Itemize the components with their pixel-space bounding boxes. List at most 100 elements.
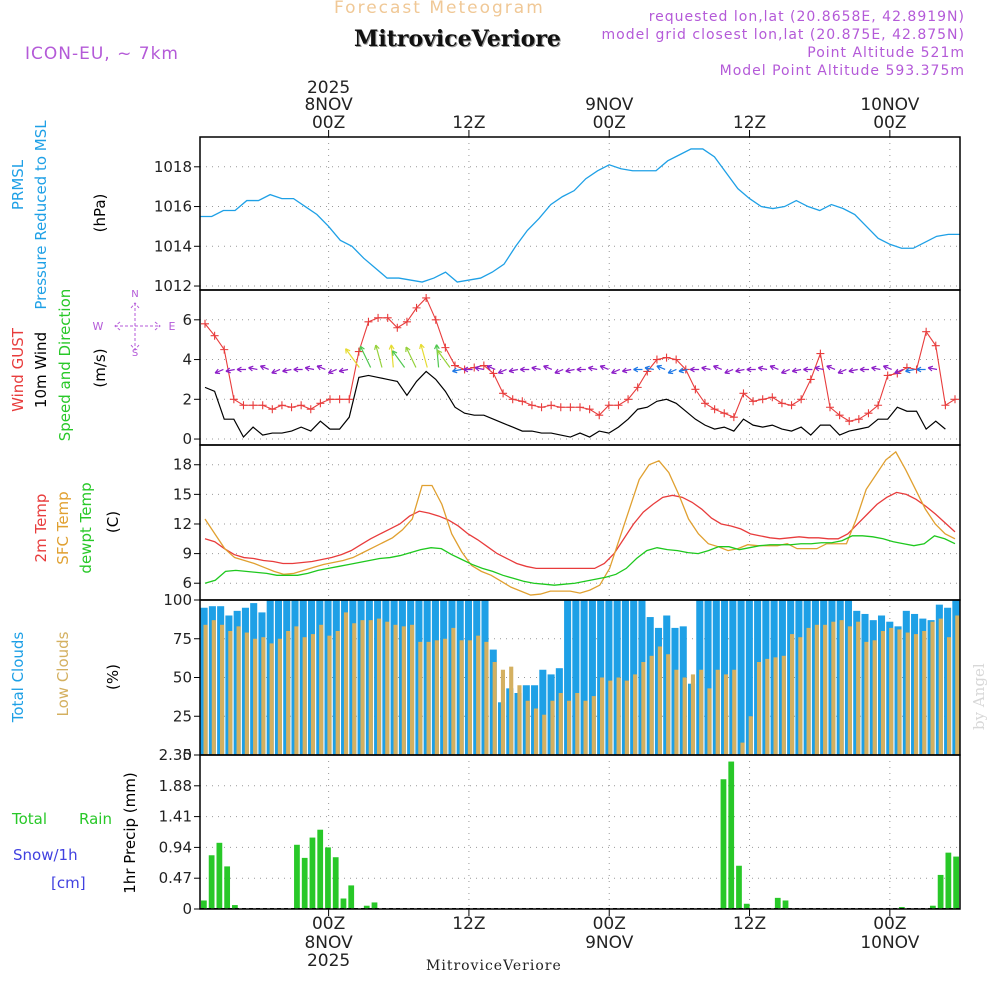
wind-direction-arrow (543, 364, 553, 371)
gust-marker (547, 401, 556, 410)
low-cloud-bar (203, 624, 208, 755)
wind-direction-arrow (780, 368, 790, 375)
precip-unit: 1hr Precip (mm) (121, 772, 139, 893)
gust-marker (739, 389, 748, 398)
gust-marker (672, 355, 681, 364)
wind-direction-arrow (327, 368, 337, 375)
gust-marker (941, 401, 950, 410)
wind-direction-arrow (436, 349, 451, 368)
low-cloud-bar (558, 693, 563, 755)
total-cloud-bar (572, 600, 580, 755)
low-cloud-bar (889, 627, 894, 755)
wind-direction-arrow (259, 364, 269, 371)
rain-bar (953, 856, 959, 909)
wind-direction-arrow (633, 366, 643, 373)
y-tick-label: 0 (182, 900, 192, 918)
low-cloud-bar (608, 680, 613, 755)
rain-bar (720, 779, 727, 909)
wind-direction-arrow (565, 367, 575, 374)
wind-direction-arrow (611, 368, 621, 375)
low-cloud-bar (294, 626, 299, 755)
bottom-year-label: 2025 (307, 951, 350, 971)
gust-marker (951, 395, 959, 404)
low-clouds-label: Low Clouds (54, 631, 72, 716)
total-cloud-bar (564, 600, 572, 755)
gust-marker (489, 369, 498, 378)
wind-direction-arrow (248, 365, 258, 372)
wind-direction-arrow (463, 366, 473, 373)
low-cloud-bar (253, 638, 258, 755)
precip-rain-label: Rain (79, 810, 112, 828)
bottom-time-label: 00Z (312, 914, 345, 934)
rain-bar (945, 852, 952, 909)
low-cloud-bar (343, 612, 349, 755)
station-title: MitroviceVeriore (354, 26, 561, 52)
top-year-label: 2025 (307, 78, 350, 98)
y-tick-label: 0 (182, 746, 192, 764)
sfc-temp-line (204, 450, 956, 596)
gust-marker (508, 395, 517, 404)
wind-direction-arrow (927, 365, 938, 372)
model-altitude: Model Point Altitude 593.375m (719, 63, 965, 79)
wind-direction-arrow (735, 367, 745, 374)
gust-marker (768, 393, 777, 402)
wind-direction-arrow (271, 368, 281, 375)
low-cloud-bar (765, 658, 770, 755)
low-cloud-bar (509, 666, 514, 755)
precip-total-label: Total (11, 810, 47, 828)
gust-marker (249, 401, 258, 410)
gust-marker (883, 371, 892, 380)
low-cloud-bar (376, 618, 382, 755)
wind-direction-arrow (814, 365, 824, 372)
gust-marker (652, 355, 661, 364)
wind-direction-arrow (871, 365, 881, 372)
wind-10m-label: 10m Wind (32, 332, 50, 408)
low-cloud-bar (814, 624, 819, 755)
rain-bar (216, 842, 223, 909)
wind-direction-arrow (338, 367, 349, 374)
bottom-time-label: 12Z (733, 914, 766, 934)
wind-direction-arrow (689, 366, 700, 373)
gust-marker (412, 303, 421, 312)
gust-marker (758, 395, 767, 404)
low-cloud-bar (352, 623, 357, 755)
wind-speed-line (204, 370, 946, 439)
rain-bar (332, 857, 339, 909)
wind-direction-arrow (225, 367, 235, 374)
low-cloud-bar (335, 631, 340, 755)
y-tick-label: 1016 (154, 198, 192, 216)
low-cloud-bar (277, 638, 282, 755)
low-cloud-bar (467, 640, 472, 755)
low-cloud-bar (500, 669, 506, 755)
low-cloud-bar (451, 627, 456, 755)
y-tick-label: 0.94 (159, 838, 192, 856)
wind-direction-arrow (214, 368, 224, 375)
low-cloud-bar (410, 624, 415, 755)
wind-direction-arrow (916, 366, 926, 373)
y-tick-label: 1014 (154, 237, 192, 255)
wind-direction-arrow (388, 344, 395, 368)
gust-marker (777, 399, 786, 408)
low-cloud-bar (418, 641, 423, 755)
wind-direction-arrow (531, 365, 541, 372)
y-tick-label: 0.47 (159, 869, 192, 887)
low-cloud-bar (913, 634, 919, 755)
rain-bar (743, 903, 750, 909)
low-cloud-bar (484, 641, 489, 755)
wind-direction-arrow (576, 366, 586, 373)
wind-direction-arrow (452, 367, 462, 374)
y-tick-label: 75 (173, 630, 192, 648)
compass-icon (114, 302, 161, 351)
low-cloud-bar (922, 631, 927, 755)
gust-marker (479, 361, 488, 370)
low-cloud-bar (575, 693, 580, 755)
low-cloud-bar (930, 621, 935, 755)
wind-direction-arrow (486, 364, 496, 371)
precip-cm-label: [cm] (51, 874, 86, 892)
rain-bar (340, 898, 347, 909)
rain-bar (301, 857, 308, 909)
low-cloud-bar (286, 631, 291, 755)
wind-direction-arrow (826, 364, 836, 371)
compass-e: E (169, 320, 176, 333)
